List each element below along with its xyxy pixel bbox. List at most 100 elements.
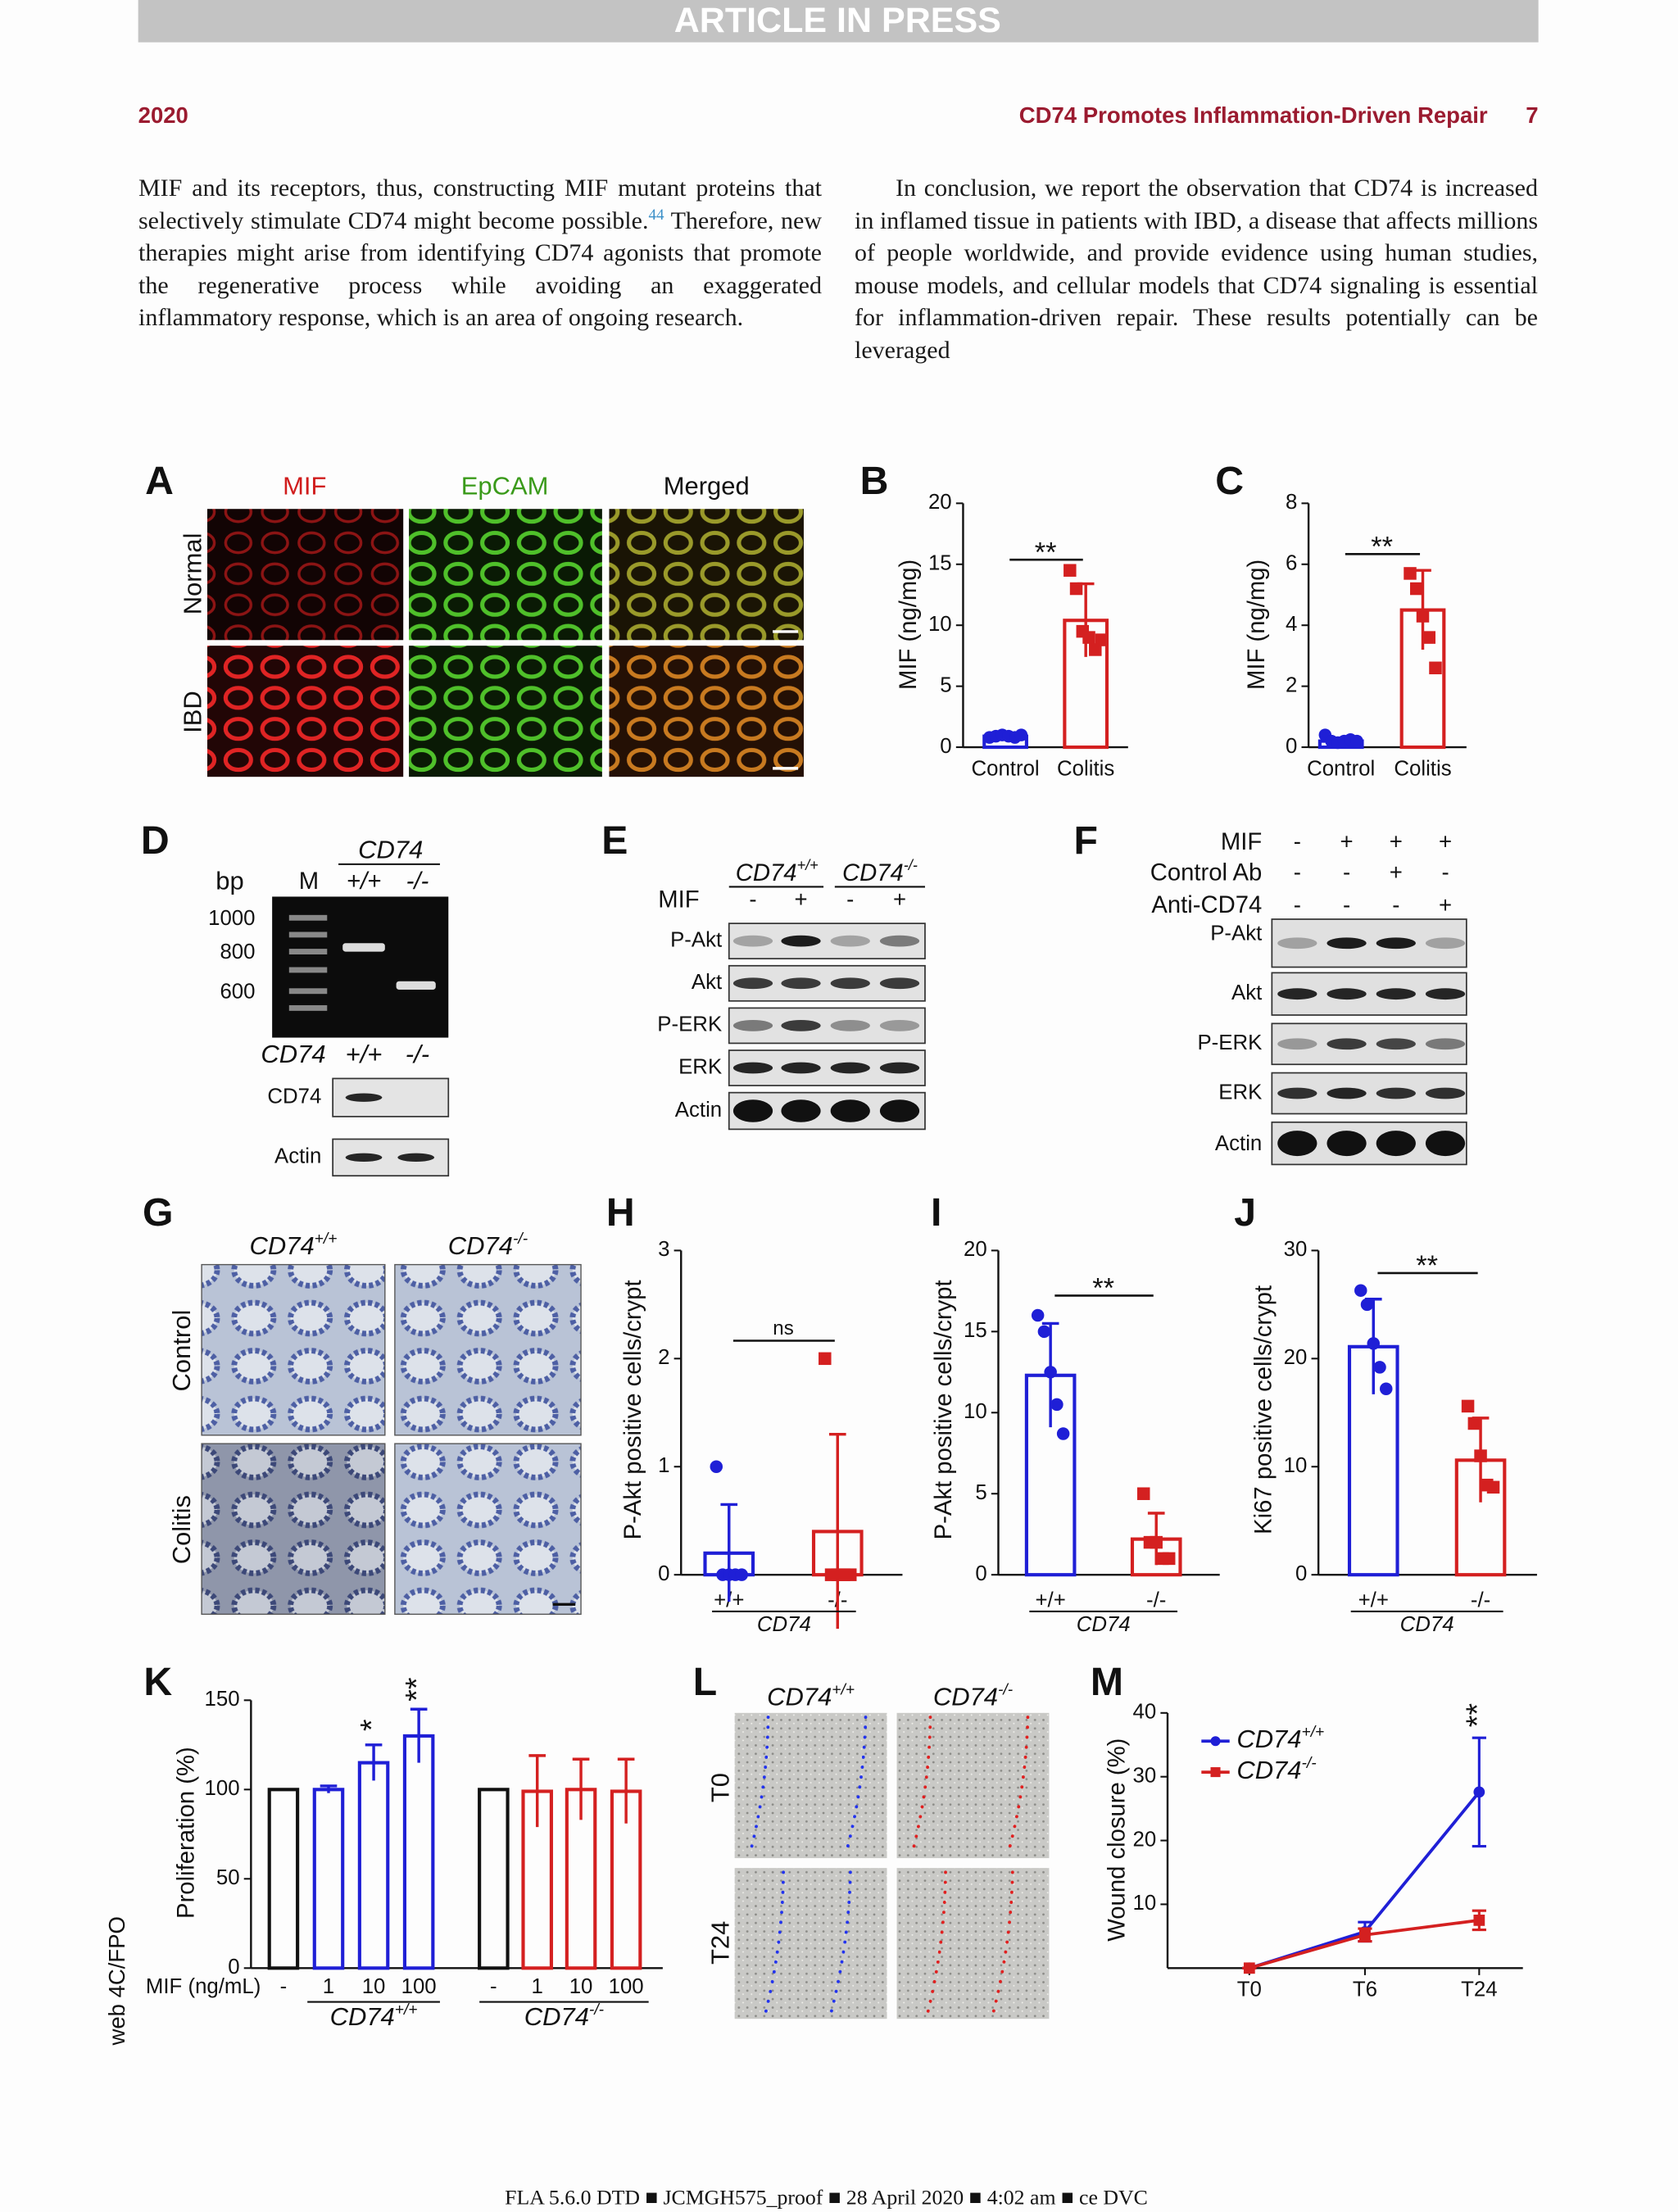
blot-band [781,1020,821,1031]
side-label: web 4C/FPO [104,1916,129,2047]
y-tick-label: 20 [964,1238,987,1261]
y-tick-label: 2 [658,1346,669,1369]
gene-name: CD74 [933,1683,998,1711]
ladder-band [288,967,328,973]
x-tick-label: +/+ [1358,1589,1389,1612]
data-point [1044,1366,1057,1379]
reference[interactable]: 44 [648,206,664,224]
y-axis-label: Proliferation (%) [174,1747,200,1919]
ladder-band [288,988,328,995]
x-tick-label: 100 [401,1975,437,1998]
y-tick-label: 10 [964,1400,987,1423]
y-tick-label: 0 [1295,1562,1307,1585]
blot-band [1425,1087,1466,1099]
column-label: Merged [664,472,750,501]
row-label: Normal [179,533,207,614]
panel-letter: G [143,1190,173,1235]
blot-band [1327,1131,1367,1157]
blot-band [830,977,870,990]
wound-edge [844,1716,868,1856]
genotype-superscript: +/+ [395,2001,418,2019]
genotype-label: CD74-/- [524,2001,604,2032]
data-point [1014,728,1028,741]
column-label: EpCAM [461,472,549,501]
x-tick-label: 1 [532,1975,543,1998]
blot-band [1277,1131,1317,1157]
y-tick-label: 10 [928,613,952,636]
text-column-left: MIF and its receptors, thus, constructin… [138,172,822,334]
micrograph [201,1443,386,1616]
gene-name: CD74 [736,860,797,886]
row-label: Control [167,1310,196,1392]
significance-label: ns [773,1317,793,1339]
y-tick-label: 0 [658,1562,669,1585]
lane-symbol: - [1294,892,1301,918]
bar [312,1788,345,1970]
significance-label: * [355,1719,389,1731]
blot-band [781,977,821,990]
panel-letter: F [1073,818,1097,863]
error-bar [528,1754,546,1828]
lane-symbol: - [1343,859,1350,885]
group-label: CD74 [757,1613,811,1636]
blot-band [1277,988,1317,1000]
lane-label: +/+ [347,868,381,895]
blot-band [345,1153,383,1162]
micrograph [609,646,804,777]
gel-band [342,943,385,952]
blot-row-label: P-Akt [1210,922,1262,945]
blot-band [1376,1038,1416,1050]
data-point [1150,1535,1163,1549]
y-tick-label: 100 [205,1777,240,1800]
x-tick-label: Control [971,757,1039,780]
y-tick-label: 15 [964,1319,987,1342]
data-point [1461,1399,1475,1413]
micrograph [734,1712,887,1859]
ladder-band [288,1004,328,1011]
header-page: 7 [1526,102,1538,128]
blot-band [1376,937,1416,950]
micrograph [896,1712,1050,1859]
significance-label: ** [400,1677,434,1702]
panel-letter: L [693,1660,717,1704]
gene-name: CD74 [842,860,904,886]
lane-symbol: - [1343,892,1350,918]
lane-symbol: - [1392,892,1399,918]
wound-edge [991,1870,1014,2016]
y-tick-label: 150 [205,1688,240,1711]
data-point [1082,631,1095,644]
header-year: 2020 [138,102,188,128]
blot-band [1277,1038,1317,1050]
blot-band [732,977,773,990]
y-tick-label: 30 [1284,1238,1308,1261]
gene-name: CD74 [249,1231,314,1260]
lane-label: -/- [406,868,429,895]
data-point [1037,1325,1051,1339]
blot-band [1425,937,1466,950]
x-tick-label: 10 [569,1975,593,1998]
y-tick-label: 5 [975,1481,986,1504]
y-tick-label: 15 [928,552,952,575]
blot-band [1327,1087,1367,1099]
significance-label: ** [1035,537,1057,568]
lane-symbol: + [1439,892,1452,918]
y-tick-label: 0 [1286,735,1297,758]
blot-band [1376,1131,1416,1157]
paragraph-text: MIF and its receptors, thus, constructin… [138,175,822,234]
panel-letter: H [606,1190,635,1235]
lane-symbol: + [794,886,807,912]
lane-symbol: + [893,886,906,912]
panel-letter: K [143,1660,172,1704]
y-tick-label: 40 [1133,1701,1157,1724]
panel-letter: D [141,818,170,863]
y-axis-label: Ki67 positive cells/crypt [1250,1285,1277,1534]
micrograph [206,646,404,777]
footer: FLA 5.6.0 DTD ■ JCMGH575_proof ■ 28 Apri… [505,2185,1148,2209]
header-title: CD74 Promotes Inflammation-Driven Repair [1019,102,1488,128]
data-point [1380,1382,1393,1396]
blot-band [397,1153,435,1162]
paragraph-text: Therefore, new therapies might arise fro… [138,206,822,332]
y-tick-label: 20 [1133,1828,1157,1851]
blot-band [1425,988,1466,1000]
banner-text: ARTICLE IN PRESS [674,1,1001,40]
